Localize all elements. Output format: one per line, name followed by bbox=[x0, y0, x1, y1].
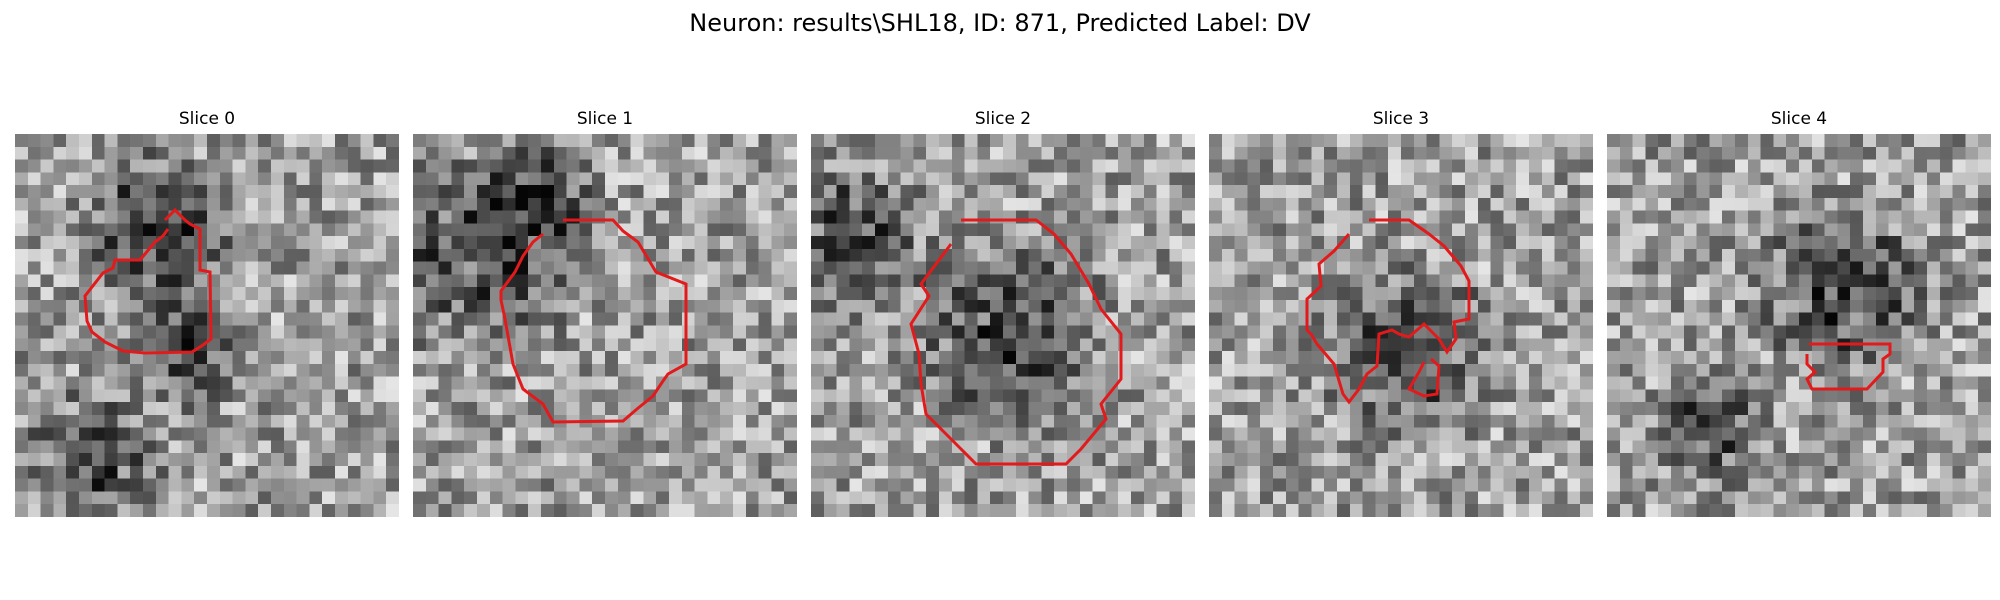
slice-3-contour bbox=[1305, 218, 1471, 405]
slice-2-title: Slice 2 bbox=[974, 109, 1032, 129]
slice-1-title: Slice 1 bbox=[576, 109, 634, 129]
figure-title: Neuron: results\SHL18, ID: 871, Predicte… bbox=[689, 9, 1311, 37]
slice-4-grayscale bbox=[1607, 134, 1991, 517]
slice-0-title: Slice 0 bbox=[178, 109, 236, 129]
slice-2-contour bbox=[909, 218, 1123, 466]
slice-4-image bbox=[1607, 134, 1991, 517]
slice-0-image bbox=[15, 134, 399, 517]
slice-2-grayscale bbox=[811, 134, 1195, 517]
slice-0-contour bbox=[83, 207, 213, 355]
slice-3-image bbox=[1209, 134, 1593, 517]
slice-1-contour bbox=[499, 218, 688, 424]
slice-1-grayscale bbox=[413, 134, 797, 517]
slice-0-grayscale bbox=[15, 134, 399, 517]
slice-1-image bbox=[413, 134, 797, 517]
slice-2-image bbox=[811, 134, 1195, 517]
slice-4-title: Slice 4 bbox=[1770, 109, 1828, 129]
slice-3-grayscale bbox=[1209, 134, 1593, 517]
slice-3-title: Slice 3 bbox=[1372, 109, 1430, 129]
slice-4-contour bbox=[1805, 342, 1892, 391]
